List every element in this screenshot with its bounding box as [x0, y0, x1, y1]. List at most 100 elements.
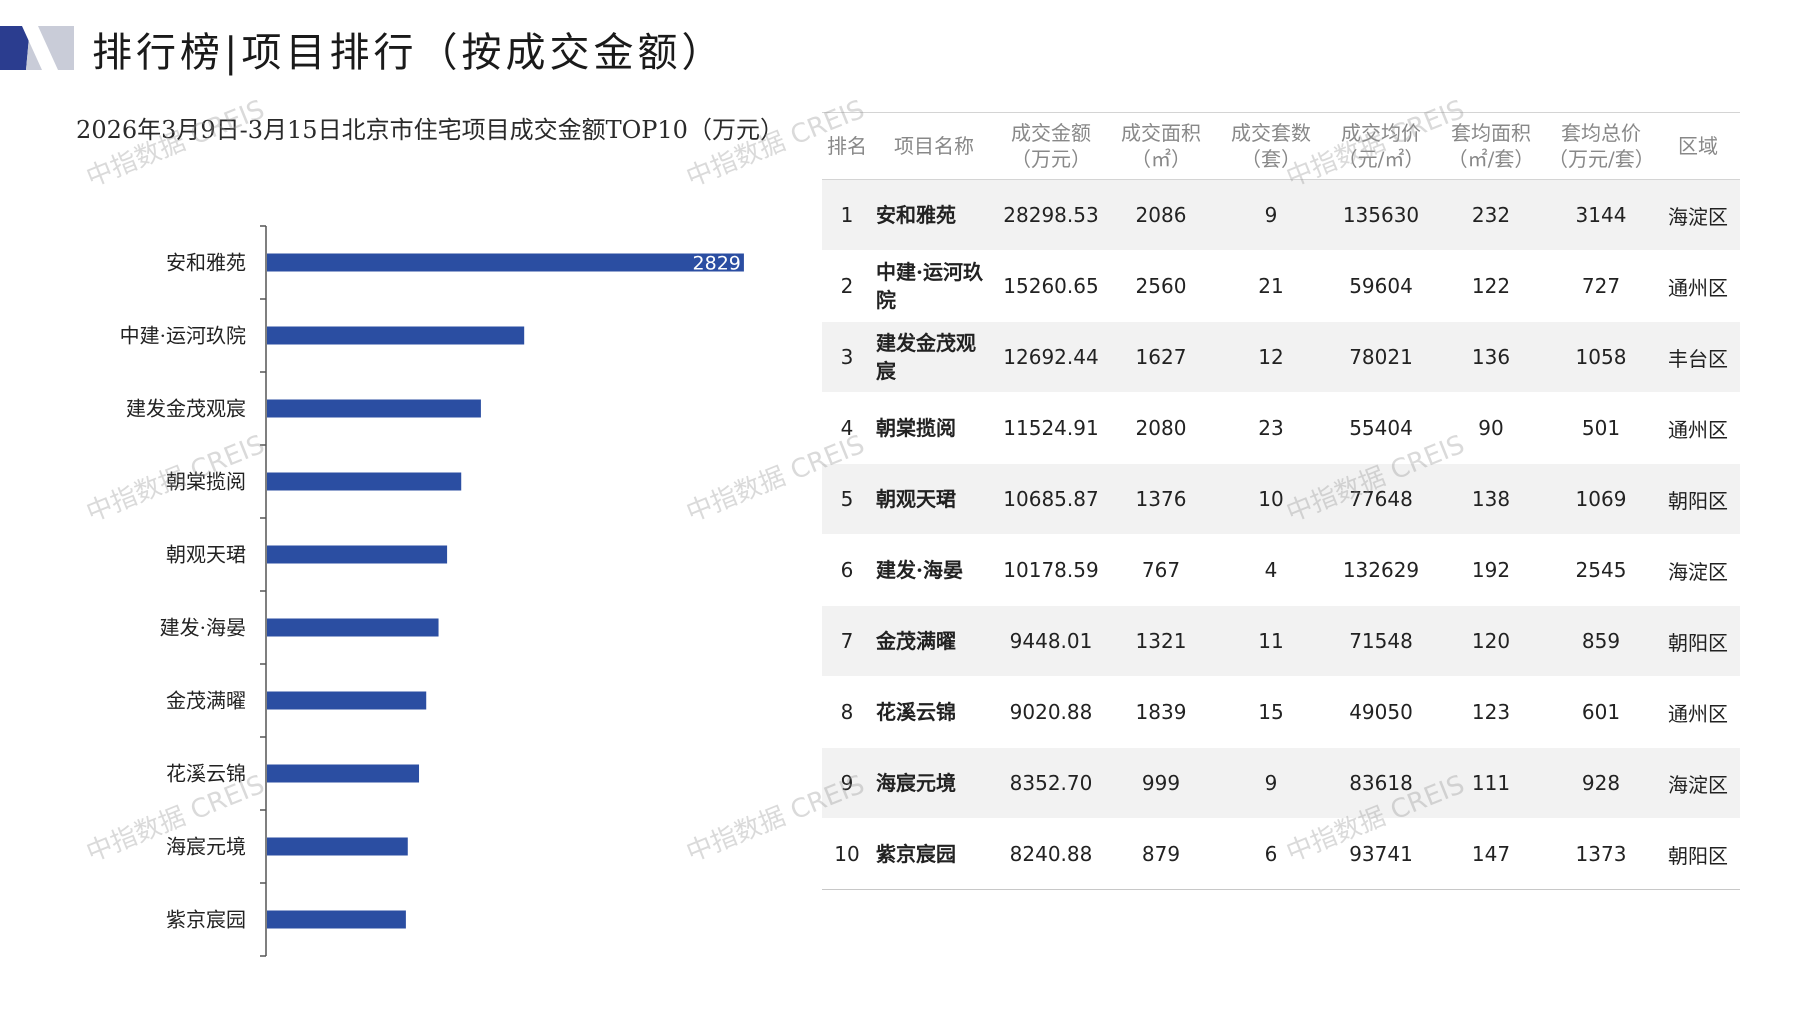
- district-cell: 海淀区: [1656, 747, 1740, 819]
- table-row: 3 建发金茂观宸 12692.44 1627 12 78021 136 1058 丰台区: [822, 321, 1740, 393]
- rank-cell: 6: [822, 534, 872, 606]
- project-name-cell: 安和雅苑: [872, 179, 996, 251]
- bar: [267, 618, 439, 637]
- avg-total-cell: 1069: [1546, 463, 1656, 535]
- page-title: 排行榜|项目排行（按成交金额）: [92, 30, 726, 76]
- project-name-cell: 朝棠揽阅: [872, 392, 996, 464]
- units-cell: 23: [1216, 392, 1326, 464]
- table-row: 4 朝棠揽阅 11524.91 2080 23 55404 90 501 通州区: [822, 392, 1740, 464]
- units-cell: 15: [1216, 676, 1326, 748]
- units-cell: 10: [1216, 463, 1326, 535]
- area-cell: 879: [1106, 818, 1216, 890]
- header-amount: 成交金额 （万元）: [996, 112, 1106, 180]
- header-decoration: [0, 26, 74, 70]
- area-cell: 767: [1106, 534, 1216, 606]
- header-rank: 排名: [822, 112, 872, 180]
- bar: [267, 472, 462, 491]
- amount-cell: 9448.01: [996, 605, 1106, 677]
- bar: [267, 910, 406, 929]
- amount-cell: 12692.44: [996, 321, 1106, 393]
- area-cell: 1627: [1106, 321, 1216, 393]
- category-label: 紫京宸园: [166, 908, 246, 932]
- header-district: 区域: [1656, 112, 1740, 180]
- avg-total-cell: 859: [1546, 605, 1656, 677]
- area-cell: 999: [1106, 747, 1216, 819]
- category-label: 朝棠揽阅: [166, 470, 246, 494]
- avg-area-cell: 192: [1436, 534, 1546, 606]
- table-header-row: 排名 项目名称 成交金额 （万元） 成交面积 （㎡） 成交套数 （套） 成交均价 （元/…: [822, 112, 1740, 180]
- district-cell: 朝阳区: [1656, 605, 1740, 677]
- district-cell: 通州区: [1656, 676, 1740, 748]
- avg-price-cell: 93741: [1326, 818, 1436, 890]
- area-cell: 1321: [1106, 605, 1216, 677]
- bar: [267, 253, 744, 272]
- project-name-cell: 朝观天珺: [872, 463, 996, 535]
- avg-price-cell: 78021: [1326, 321, 1436, 393]
- area-cell: 2080: [1106, 392, 1216, 464]
- header-block-divider: [22, 26, 58, 70]
- project-name-cell: 中建·运河玖院: [872, 250, 996, 322]
- units-cell: 11: [1216, 605, 1326, 677]
- avg-area-cell: 123: [1436, 676, 1546, 748]
- amount-cell: 9020.88: [996, 676, 1106, 748]
- avg-total-cell: 3144: [1546, 179, 1656, 251]
- area-cell: 2560: [1106, 250, 1216, 322]
- bar: [267, 837, 408, 856]
- rank-cell: 3: [822, 321, 872, 393]
- avg-total-cell: 501: [1546, 392, 1656, 464]
- avg-price-cell: 135630: [1326, 179, 1436, 251]
- header-units: 成交套数 （套）: [1216, 112, 1326, 180]
- bar: [267, 399, 481, 418]
- district-cell: 通州区: [1656, 250, 1740, 322]
- avg-price-cell: 83618: [1326, 747, 1436, 819]
- category-label: 金茂满曜: [166, 689, 246, 713]
- chart-title: 2026年3月9日-3月15日北京市住宅项目成交金额TOP10（万元）: [76, 116, 784, 144]
- avg-area-cell: 111: [1436, 747, 1546, 819]
- table-row: 5 朝观天珺 10685.87 1376 10 77648 138 1069 朝阳区: [822, 463, 1740, 535]
- avg-price-cell: 71548: [1326, 605, 1436, 677]
- units-cell: 21: [1216, 250, 1326, 322]
- bar: [267, 691, 427, 710]
- avg-area-cell: 120: [1436, 605, 1546, 677]
- amount-cell: 11524.91: [996, 392, 1106, 464]
- amount-cell: 28298.53: [996, 179, 1106, 251]
- project-name-cell: 紫京宸园: [872, 818, 996, 890]
- rank-cell: 1: [822, 179, 872, 251]
- category-label: 建发·海晏: [160, 616, 246, 640]
- category-label: 安和雅苑: [166, 251, 246, 275]
- rank-cell: 2: [822, 250, 872, 322]
- avg-area-cell: 122: [1436, 250, 1546, 322]
- amount-cell: 8240.88: [996, 818, 1106, 890]
- bar-data-label: 2829: [693, 253, 741, 275]
- units-cell: 4: [1216, 534, 1326, 606]
- header-project-name: 项目名称: [872, 112, 996, 180]
- district-cell: 通州区: [1656, 392, 1740, 464]
- category-label: 建发金茂观宸: [126, 397, 246, 421]
- district-cell: 朝阳区: [1656, 818, 1740, 890]
- avg-area-cell: 138: [1436, 463, 1546, 535]
- rank-cell: 7: [822, 605, 872, 677]
- category-label: 海宸元境: [166, 835, 246, 859]
- header-avg-total: 套均总价 （万元/套）: [1546, 112, 1656, 180]
- table-row: 8 花溪云锦 9020.88 1839 15 49050 123 601 通州区: [822, 676, 1740, 748]
- table-row: 2 中建·运河玖院 15260.65 2560 21 59604 122 727 通州区: [822, 250, 1740, 322]
- amount-cell: 10685.87: [996, 463, 1106, 535]
- district-cell: 海淀区: [1656, 534, 1740, 606]
- bar-chart: 安和雅苑 2829 中建·运河玖院建发金茂观宸朝棠揽阅朝观天珺建发·海晏金茂满曜花溪…: [120, 225, 744, 957]
- district-cell: 海淀区: [1656, 179, 1740, 251]
- area-cell: 1376: [1106, 463, 1216, 535]
- header-avg-area: 套均面积 （㎡/套）: [1436, 112, 1546, 180]
- units-cell: 9: [1216, 747, 1326, 819]
- avg-total-cell: 601: [1546, 676, 1656, 748]
- avg-total-cell: 928: [1546, 747, 1656, 819]
- project-name-cell: 花溪云锦: [872, 676, 996, 748]
- project-name-cell: 建发金茂观宸: [872, 321, 996, 393]
- rank-cell: 8: [822, 676, 872, 748]
- avg-price-cell: 55404: [1326, 392, 1436, 464]
- bar: [267, 764, 420, 783]
- table-row: 1 安和雅苑 28298.53 2086 9 135630 232 3144 海淀区: [822, 179, 1740, 251]
- avg-total-cell: 1373: [1546, 818, 1656, 890]
- category-label: 中建·运河玖院: [120, 324, 246, 348]
- area-cell: 1839: [1106, 676, 1216, 748]
- avg-area-cell: 90: [1436, 392, 1546, 464]
